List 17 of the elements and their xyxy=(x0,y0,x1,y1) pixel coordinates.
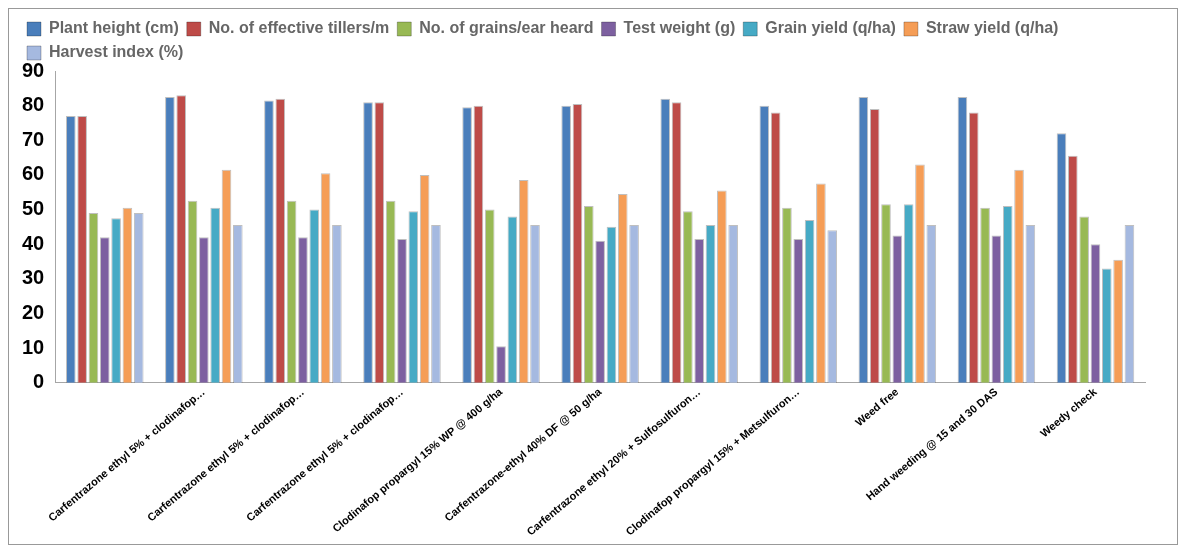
y-tick-label: 80 xyxy=(22,93,45,116)
y-tick-label: 60 xyxy=(22,162,45,185)
legend-label: Harvest index (%) xyxy=(49,43,184,61)
legend-label: Plant height (cm) xyxy=(49,19,179,37)
legend-label: No. of effective tillers/m xyxy=(208,19,390,37)
legend-label: Grain yield (q/ha) xyxy=(765,19,896,37)
y-tick-label: 30 xyxy=(22,266,45,289)
y-tick-label: 50 xyxy=(22,197,45,220)
y-tick-label: 90 xyxy=(22,58,45,81)
y-tick-label: 70 xyxy=(22,127,45,150)
legend-label: Straw yield (q/ha) xyxy=(925,19,1059,37)
y-tick-label: 40 xyxy=(22,231,45,254)
legend-label: Test weight (g) xyxy=(623,19,736,37)
y-tick-label: 20 xyxy=(22,300,45,323)
legend-label: No. of grains/ear heard xyxy=(419,19,594,37)
y-tick-label: 0 xyxy=(33,370,45,393)
y-tick-label: 10 xyxy=(22,335,45,358)
